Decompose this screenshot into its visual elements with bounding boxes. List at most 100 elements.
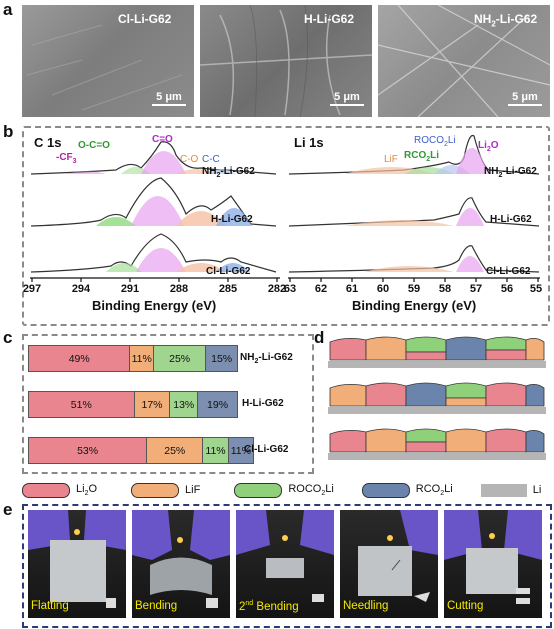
legend-label-rco2li-main: RCO bbox=[415, 482, 441, 495]
photo-cutting-scene bbox=[444, 510, 542, 604]
li1s-peak-rocoli-main: ROCO bbox=[414, 135, 444, 146]
c1s-trace-label-nh2-sub: 2 bbox=[216, 172, 221, 179]
composition-row-cl: 53% 25% 11% 11% bbox=[28, 437, 254, 464]
c1s-trace-cl bbox=[30, 233, 277, 273]
legend-label-lif: LiF bbox=[185, 484, 201, 496]
c1s-peak-cc: C-C bbox=[202, 154, 220, 165]
li1s-peak-rco2li: RCO2Li bbox=[404, 150, 439, 163]
photo-caption-flatting: Flatting bbox=[31, 600, 69, 612]
composition-label-nh2-sub: 2 bbox=[254, 358, 259, 365]
legend-swatch-rco2li bbox=[361, 482, 410, 498]
legend-swatch-rocoli bbox=[234, 482, 283, 498]
sem-title-nh2-rest: -Li-G62 bbox=[495, 12, 538, 26]
li1s-peak-rocoli: ROCO2Li bbox=[414, 135, 456, 148]
photo-caption-needling: Needling bbox=[343, 600, 389, 612]
li1s-title: Li 1s bbox=[294, 135, 324, 150]
li1s-peak-rco2li-sub: 2 bbox=[426, 156, 431, 163]
photo-caption-bending: Bending bbox=[135, 600, 178, 612]
scalebar-line-cl bbox=[152, 104, 186, 106]
li1s-tick-61: 61 bbox=[345, 283, 359, 295]
li1s-peak-li2o-sub: 2 bbox=[486, 146, 491, 153]
photo-needling: Needling bbox=[340, 510, 438, 618]
panel-label-d: d bbox=[314, 328, 325, 347]
c1s-tick-282: 282 bbox=[267, 283, 287, 295]
scalebar-label-h: 5 μm bbox=[334, 91, 360, 103]
photo-flatting-scene bbox=[28, 510, 126, 608]
sem-title-nh2: NH2-Li-G62 bbox=[474, 12, 537, 28]
legend-label-rocoli: ROCO2Li bbox=[288, 483, 333, 497]
seg-nh2-lif: 11% bbox=[130, 346, 154, 371]
sem-image-cl: Cl-Li-G62 5 μm bbox=[22, 5, 194, 117]
li1s-tick-58: 58 bbox=[438, 283, 452, 295]
li1s-plot bbox=[288, 134, 540, 282]
sem-title-nh2-main: NH bbox=[474, 12, 492, 26]
photo-caption-2nd-sup: nd bbox=[245, 600, 254, 607]
legend-label-rocoli-sub: 2 bbox=[321, 490, 326, 498]
li1s-trace-label-nh2-sub: 2 bbox=[498, 172, 503, 179]
c1s-peak-cf3: -CF3 bbox=[56, 152, 77, 165]
c1s-peak-co: C-O bbox=[180, 154, 199, 165]
c1s-trace-label-nh2: NH2-Li-G62 bbox=[202, 166, 255, 179]
c1s-peak-cf3-main: -CF bbox=[56, 152, 73, 163]
li1s-peak-rocoli-sub: 2 bbox=[444, 141, 448, 148]
photo-caption-2nd-bending: 2nd Bending bbox=[239, 600, 299, 613]
c1s-xlabel: Binding Energy (eV) bbox=[92, 298, 217, 313]
li1s-peak-li2o-main: Li bbox=[478, 140, 487, 151]
legend-item-rocoli: ROCO2Li bbox=[234, 482, 334, 498]
seg-nh2-li2o: 49% bbox=[29, 346, 131, 371]
scalebar-line-h bbox=[330, 104, 364, 106]
sem-title-h: H-Li-G62 bbox=[304, 12, 355, 26]
legend-label-li: Li bbox=[532, 484, 542, 496]
sem-texture-cl bbox=[26, 24, 183, 111]
sei-schematic bbox=[328, 336, 546, 460]
c1s-tick-285: 285 bbox=[218, 283, 238, 295]
legend-label-rco2li-sub: 2 bbox=[440, 490, 445, 498]
c1s-plot bbox=[30, 141, 280, 282]
seg-cl-li2o: 53% bbox=[29, 438, 148, 463]
legend-swatch-lif bbox=[131, 482, 180, 498]
seg-nh2-rco2li: 15% bbox=[206, 346, 237, 371]
legend-label-rocoli-rest: Li bbox=[325, 482, 334, 495]
seg-h-li2o: 51% bbox=[29, 392, 135, 417]
c1s-trace-nh2 bbox=[30, 141, 277, 175]
composition-row-nh2: 49% 11% 25% 15% bbox=[28, 345, 238, 372]
li1s-tick-59: 59 bbox=[407, 283, 421, 295]
seg-cl-rco2li: 11% bbox=[228, 438, 253, 463]
li1s-peak-rocoli-rest: Li bbox=[447, 135, 456, 146]
li1s-tick-60: 60 bbox=[376, 283, 390, 295]
c1s-tick-294: 294 bbox=[71, 283, 91, 295]
photo-frame bbox=[22, 504, 552, 628]
li1s-peak-lif: LiF bbox=[384, 154, 398, 165]
sem-image-nh2: NH2-Li-G62 5 μm bbox=[378, 5, 550, 117]
composition-row-h: 51% 17% 13% 19% bbox=[28, 391, 238, 418]
li1s-trace-label-nh2: NH2-Li-G62 bbox=[484, 166, 537, 179]
composition-label-nh2-rest: -Li-G62 bbox=[258, 352, 293, 363]
seg-cl-lif: 25% bbox=[147, 438, 204, 463]
sem-title-nh2-sub: 2 bbox=[491, 19, 496, 29]
li1s-trace-label-cl: Cl-Li-G62 bbox=[486, 266, 531, 277]
scalebar-nh2: 5 μm bbox=[508, 91, 542, 106]
legend-label-rco2li-rest: Li bbox=[444, 482, 453, 495]
photo-caption-2nd-rest: Bending bbox=[253, 600, 299, 613]
c1s-ticks bbox=[31, 278, 278, 282]
li1s-peak-rco2li-rest: Li bbox=[430, 150, 440, 161]
sem-texture-nh2 bbox=[378, 5, 550, 117]
c1s-trace-label-cl: Cl-Li-G62 bbox=[206, 266, 251, 277]
li1s-trace-label-h: H-Li-G62 bbox=[490, 214, 532, 225]
li1s-ticks bbox=[289, 278, 539, 282]
li1s-tick-63: 63 bbox=[283, 283, 297, 295]
scalebar-line-nh2 bbox=[508, 104, 542, 106]
sei-layer-h bbox=[328, 382, 546, 414]
seg-cl-rocoli: 11% bbox=[203, 438, 229, 463]
li1s-peak-li2o-rest: O bbox=[490, 140, 499, 151]
legend-label-rocoli-main: ROCO bbox=[288, 482, 322, 495]
legend-label-li2o-sub: 2 bbox=[84, 490, 89, 498]
sem-image-h: H-Li-G62 5 μm bbox=[200, 5, 372, 117]
li1s-peak-li2o: Li2O bbox=[478, 140, 499, 153]
composition-label-cl: Cl-Li-G62 bbox=[244, 444, 289, 455]
seg-h-rocoli: 13% bbox=[170, 392, 199, 417]
c1s-tick-291: 291 bbox=[120, 283, 140, 295]
c1s-tick-297: 297 bbox=[22, 283, 42, 295]
c1s-peak-oco: O-C=O bbox=[78, 140, 110, 151]
c1s-peak-co-double: C=O bbox=[152, 134, 173, 145]
